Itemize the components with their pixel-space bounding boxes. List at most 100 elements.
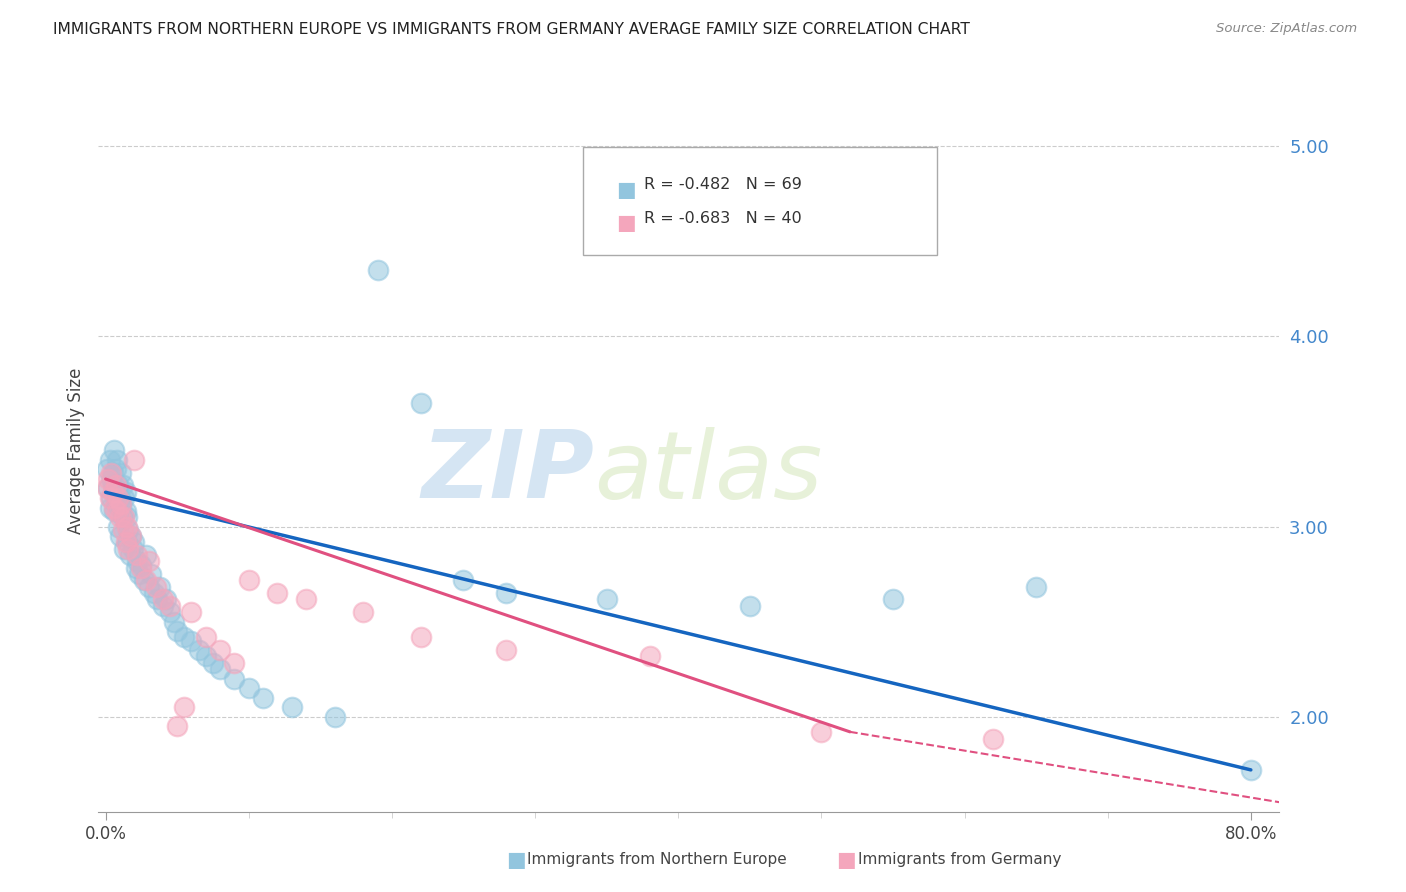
Point	[152, 591, 174, 606]
Point	[295, 591, 318, 606]
Point	[121, 542, 143, 557]
Point	[159, 599, 181, 614]
Point	[104, 497, 127, 511]
Point	[108, 529, 131, 543]
Point	[280, 700, 302, 714]
Text: ■: ■	[506, 850, 526, 870]
Point	[111, 510, 134, 524]
Point	[125, 554, 148, 568]
Point	[138, 580, 160, 594]
Y-axis label: Average Family Size: Average Family Size	[66, 368, 84, 533]
Point	[145, 580, 167, 594]
Point	[112, 542, 135, 557]
Point	[810, 724, 832, 739]
Point	[159, 605, 181, 619]
Point	[117, 542, 139, 557]
Point	[209, 643, 232, 657]
Point	[201, 657, 224, 671]
Point	[495, 643, 517, 657]
Point	[131, 561, 153, 575]
Point	[238, 573, 260, 587]
Point	[100, 467, 122, 481]
Point	[122, 534, 145, 549]
Point	[110, 500, 132, 515]
Point	[115, 534, 138, 549]
Point	[97, 472, 120, 486]
Point	[882, 591, 904, 606]
Point	[100, 491, 122, 505]
Point	[238, 681, 260, 695]
Point	[100, 472, 122, 486]
Point	[187, 643, 209, 657]
Point	[115, 510, 138, 524]
Point	[98, 500, 121, 515]
Point	[114, 504, 136, 518]
Point	[323, 709, 346, 723]
Point	[115, 519, 138, 533]
Point	[117, 524, 139, 538]
Point	[112, 510, 135, 524]
Point	[163, 615, 186, 629]
Point	[96, 462, 118, 476]
Point	[135, 573, 157, 587]
Point	[120, 529, 142, 543]
Point	[122, 453, 145, 467]
Point	[1240, 763, 1263, 777]
Point	[152, 599, 174, 614]
Point	[141, 567, 163, 582]
Point	[367, 262, 389, 277]
Point	[143, 586, 166, 600]
Point	[104, 477, 127, 491]
Text: Immigrants from Northern Europe: Immigrants from Northern Europe	[527, 852, 787, 867]
Point	[108, 491, 131, 505]
Text: ■: ■	[837, 850, 856, 870]
Point	[135, 548, 157, 562]
Point	[131, 558, 153, 572]
Point	[107, 491, 129, 505]
Point	[105, 504, 128, 518]
Point	[111, 524, 134, 538]
Point	[96, 482, 118, 496]
Text: IMMIGRANTS FROM NORTHERN EUROPE VS IMMIGRANTS FROM GERMANY AVERAGE FAMILY SIZE C: IMMIGRANTS FROM NORTHERN EUROPE VS IMMIG…	[53, 22, 970, 37]
Point	[180, 605, 202, 619]
Point	[180, 633, 202, 648]
Point	[409, 630, 432, 644]
Point	[252, 690, 274, 705]
Point	[266, 586, 288, 600]
Point	[166, 624, 188, 639]
Point	[166, 719, 188, 733]
Point	[409, 396, 432, 410]
Point	[495, 586, 517, 600]
Text: Source: ZipAtlas.com: Source: ZipAtlas.com	[1216, 22, 1357, 36]
Point	[101, 485, 124, 500]
Point	[134, 573, 156, 587]
Point	[107, 477, 129, 491]
Point	[120, 529, 142, 543]
Point	[107, 519, 129, 533]
Point	[224, 672, 246, 686]
Point	[125, 548, 148, 562]
Point	[638, 648, 661, 663]
Point	[112, 491, 135, 505]
Point	[114, 534, 136, 549]
Point	[104, 462, 127, 476]
Point	[155, 591, 177, 606]
Point	[97, 482, 120, 496]
Text: ■: ■	[616, 213, 636, 234]
Point	[209, 662, 232, 676]
Point	[124, 561, 146, 575]
Text: Immigrants from Germany: Immigrants from Germany	[858, 852, 1062, 867]
Text: ZIP: ZIP	[422, 426, 595, 518]
Point	[595, 591, 617, 606]
Point	[453, 573, 475, 587]
FancyBboxPatch shape	[582, 147, 936, 255]
Text: R = -0.482   N = 69: R = -0.482 N = 69	[644, 178, 801, 193]
Point	[101, 467, 124, 481]
Point	[111, 477, 134, 491]
Point	[146, 591, 169, 606]
Point	[110, 497, 132, 511]
Point	[981, 732, 1004, 747]
Text: atlas: atlas	[595, 426, 823, 517]
Point	[98, 491, 121, 505]
Point	[105, 485, 128, 500]
